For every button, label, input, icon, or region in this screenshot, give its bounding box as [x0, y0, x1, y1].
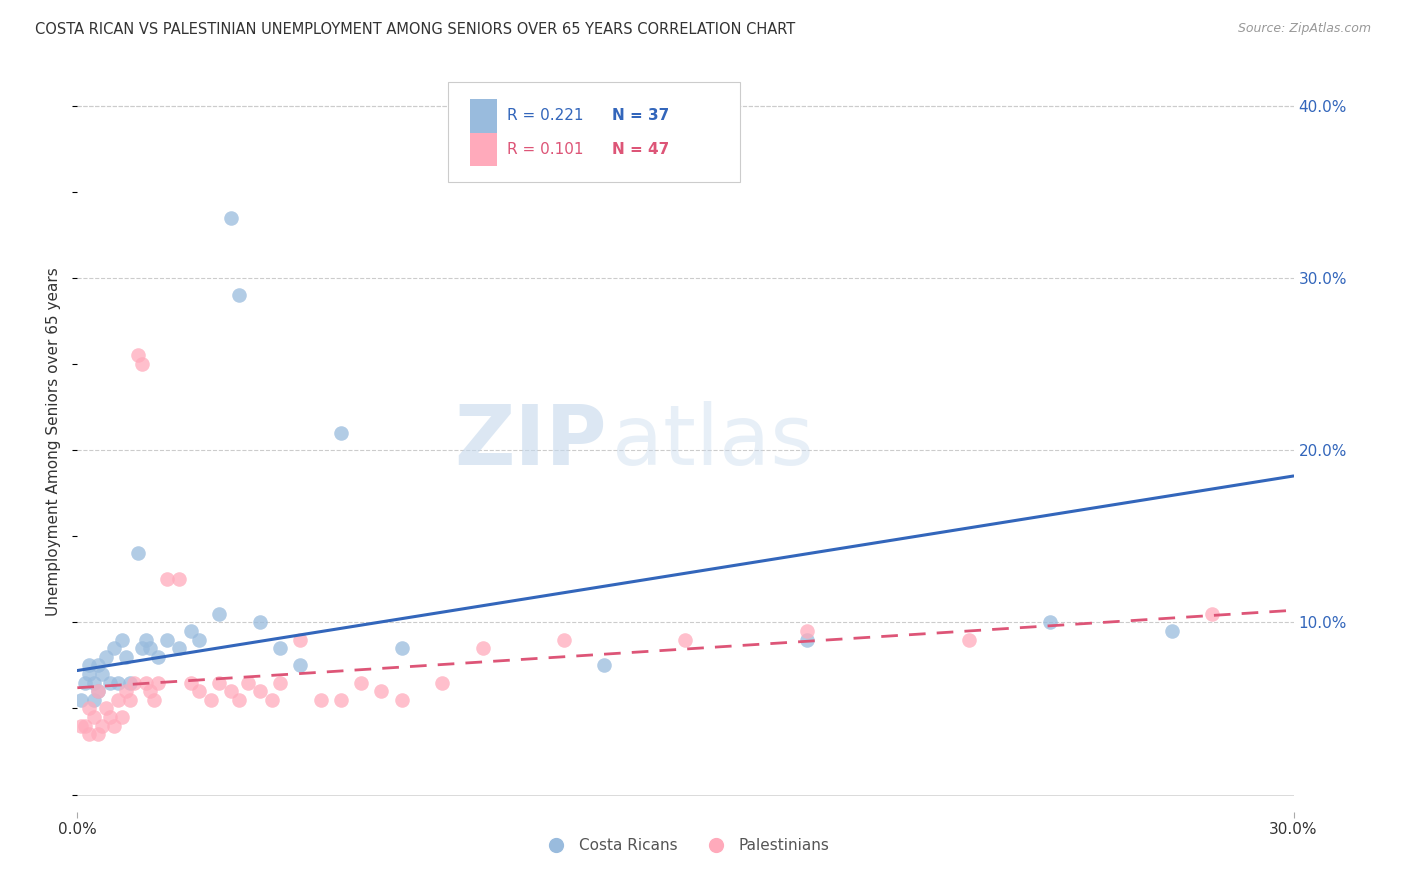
Text: atlas: atlas: [613, 401, 814, 482]
Point: [391, 641, 413, 656]
Text: R = 0.101: R = 0.101: [506, 142, 583, 157]
Point: [370, 684, 392, 698]
Point: [228, 693, 250, 707]
Point: [75, 718, 97, 732]
Point: [290, 632, 312, 647]
Legend: Costa Ricans, Palestinians: Costa Ricans, Palestinians: [534, 832, 837, 860]
Point: [83, 675, 105, 690]
Point: [139, 684, 162, 698]
Point: [122, 675, 145, 690]
Point: [249, 684, 271, 698]
FancyBboxPatch shape: [449, 82, 740, 183]
Point: [86, 658, 108, 673]
Point: [391, 693, 413, 707]
Point: [1201, 607, 1223, 621]
Text: N = 37: N = 37: [613, 108, 669, 123]
Y-axis label: Unemployment Among Seniors over 65 years: Unemployment Among Seniors over 65 years: [46, 268, 62, 615]
Point: [111, 710, 134, 724]
Point: [90, 667, 112, 681]
Point: [131, 357, 153, 371]
Point: [79, 658, 101, 673]
Point: [131, 641, 153, 656]
Point: [94, 649, 117, 664]
Point: [221, 684, 243, 698]
Point: [98, 675, 121, 690]
Point: [155, 572, 177, 586]
Text: R = 0.221: R = 0.221: [506, 108, 583, 123]
Point: [796, 632, 818, 647]
Point: [269, 675, 291, 690]
Point: [118, 693, 141, 707]
Point: [148, 649, 170, 664]
Point: [94, 701, 117, 715]
Point: [103, 718, 125, 732]
Point: [260, 693, 283, 707]
Point: [79, 667, 101, 681]
Text: N = 47: N = 47: [613, 142, 669, 157]
Point: [1039, 615, 1062, 630]
Point: [86, 727, 108, 741]
Point: [249, 615, 271, 630]
Point: [796, 624, 818, 638]
Point: [208, 607, 231, 621]
Point: [79, 727, 101, 741]
Point: [103, 641, 125, 656]
Point: [228, 288, 250, 302]
Point: [180, 675, 202, 690]
Point: [593, 658, 616, 673]
Point: [115, 684, 138, 698]
Point: [86, 684, 108, 698]
Point: [553, 632, 575, 647]
Point: [127, 348, 149, 362]
Point: [236, 675, 259, 690]
Point: [139, 641, 162, 656]
Point: [127, 546, 149, 560]
Point: [675, 632, 697, 647]
Point: [107, 693, 129, 707]
Point: [1161, 624, 1184, 638]
Point: [111, 632, 134, 647]
Bar: [470, 133, 496, 166]
Point: [83, 693, 105, 707]
Point: [118, 675, 141, 690]
Point: [471, 641, 494, 656]
Point: [329, 425, 352, 440]
Text: ZIP: ZIP: [454, 401, 606, 482]
Point: [83, 710, 105, 724]
Text: Source: ZipAtlas.com: Source: ZipAtlas.com: [1237, 22, 1371, 36]
Point: [115, 649, 138, 664]
Point: [135, 675, 157, 690]
Point: [180, 624, 202, 638]
Point: [79, 701, 101, 715]
Point: [167, 641, 190, 656]
Point: [167, 572, 190, 586]
Point: [155, 632, 177, 647]
Point: [98, 710, 121, 724]
Point: [70, 693, 93, 707]
Point: [329, 693, 352, 707]
Point: [957, 632, 980, 647]
Point: [350, 675, 373, 690]
Point: [75, 675, 97, 690]
Point: [143, 693, 166, 707]
Point: [148, 675, 170, 690]
Point: [188, 632, 211, 647]
Point: [70, 718, 93, 732]
Point: [107, 675, 129, 690]
Text: COSTA RICAN VS PALESTINIAN UNEMPLOYMENT AMONG SENIORS OVER 65 YEARS CORRELATION : COSTA RICAN VS PALESTINIAN UNEMPLOYMENT …: [35, 22, 796, 37]
Point: [135, 632, 157, 647]
Point: [86, 684, 108, 698]
Point: [430, 675, 453, 690]
Point: [90, 718, 112, 732]
Point: [200, 693, 222, 707]
Point: [269, 641, 291, 656]
Point: [309, 693, 332, 707]
Point: [188, 684, 211, 698]
Point: [208, 675, 231, 690]
Bar: [470, 100, 496, 133]
Point: [221, 211, 243, 225]
Point: [290, 658, 312, 673]
